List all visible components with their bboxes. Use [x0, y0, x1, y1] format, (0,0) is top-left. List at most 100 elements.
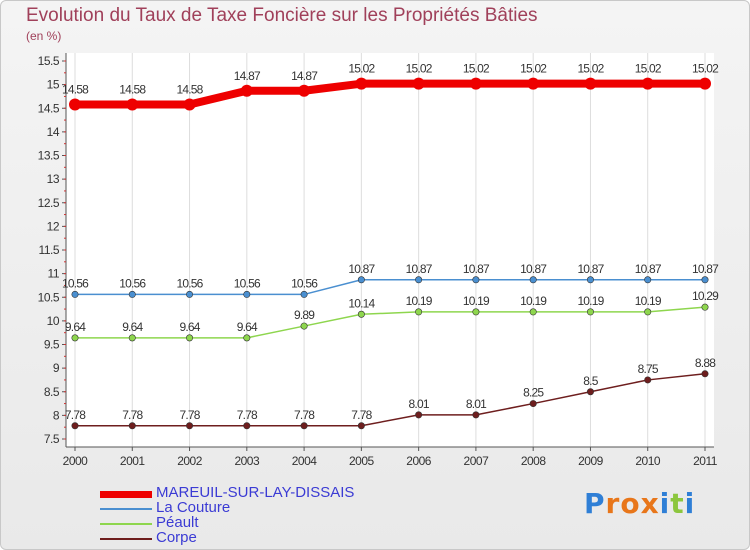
data-point [186, 334, 194, 342]
data-label: 14.87 [291, 69, 318, 83]
data-point [300, 422, 308, 430]
x-tick-label: 2003 [234, 454, 260, 468]
data-point [586, 276, 594, 284]
data-point [415, 276, 423, 284]
data-label: 9.64 [237, 320, 258, 334]
data-point [126, 98, 139, 111]
y-tick-label: 9 [53, 361, 60, 375]
logo-letter: x [640, 487, 660, 520]
data-label: 8.01 [466, 397, 487, 411]
data-label: 10.87 [348, 262, 375, 276]
logo-letter: o [620, 487, 641, 520]
data-point [183, 98, 196, 111]
x-tick-label: 2000 [63, 454, 89, 468]
logo-letter: t [670, 487, 685, 520]
data-point [128, 334, 136, 342]
legend-label: La Couture [156, 499, 231, 516]
y-tick-label: 15 [47, 78, 60, 92]
x-tick-label: 2009 [578, 454, 604, 468]
y-tick-label: 7.5 [44, 432, 60, 446]
x-tick-label: 2004 [292, 454, 318, 468]
data-point [472, 308, 480, 316]
data-point [529, 400, 537, 408]
data-point [469, 77, 482, 90]
data-label: 7.78 [122, 408, 143, 422]
data-point [699, 77, 711, 90]
data-label: 15.02 [520, 62, 547, 76]
logo-letter: i [659, 487, 671, 520]
data-label: 8.01 [409, 397, 430, 411]
data-point [641, 77, 654, 90]
logo-letter: i [684, 487, 696, 520]
y-tick-label: 10.5 [38, 290, 60, 304]
y-tick-label: 11.5 [39, 243, 60, 257]
series-line-2 [74, 306, 706, 339]
data-point [412, 77, 425, 90]
data-point [472, 276, 480, 284]
y-tick-label: 14 [47, 125, 60, 139]
data-label: 14.58 [177, 82, 204, 96]
y-tick-label: 8 [53, 408, 60, 422]
data-point [186, 290, 194, 298]
data-label: 8.25 [523, 386, 544, 400]
data-point [527, 77, 540, 90]
data-label: 10.19 [635, 294, 662, 308]
legend-swatch [100, 523, 152, 525]
y-tick-label: 15.5 [38, 54, 60, 68]
data-label: 10.19 [406, 294, 433, 308]
data-label: 10.87 [406, 262, 433, 276]
x-tick-label: 2006 [406, 454, 432, 468]
y-tick-label: 8.5 [44, 385, 60, 399]
data-label: 7.78 [179, 408, 200, 422]
data-label: 10.56 [291, 276, 318, 290]
data-point [186, 422, 194, 430]
data-label: 8.5 [583, 374, 598, 388]
legend-swatch [100, 491, 152, 498]
legend-swatch [100, 508, 152, 510]
data-label: 10.56 [234, 276, 261, 290]
plot-area [66, 53, 714, 447]
series-line-1 [74, 279, 706, 296]
data-label: 10.56 [119, 276, 146, 290]
series-line-0 [71, 79, 709, 109]
x-tick-label: 2005 [349, 454, 375, 468]
data-label: 10.87 [635, 262, 662, 276]
data-point [586, 308, 594, 316]
x-tick-label: 2002 [177, 454, 203, 468]
data-label: 7.78 [237, 408, 258, 422]
x-tick-label: 2007 [464, 454, 490, 468]
y-tick-label: 12.5 [38, 196, 60, 210]
data-label: 15.02 [406, 62, 433, 76]
data-point [71, 290, 79, 298]
data-label: 15.02 [348, 62, 375, 76]
series-line-3 [74, 373, 706, 427]
data-point [701, 303, 709, 311]
data-point [300, 290, 308, 298]
data-point [128, 290, 136, 298]
data-point [298, 84, 311, 97]
data-point [357, 422, 365, 430]
data-point [243, 422, 251, 430]
data-label: 9.64 [65, 320, 86, 334]
data-label: 8.88 [695, 356, 716, 370]
chart-title: Evolution du Taux de Taxe Foncière sur l… [26, 5, 538, 26]
data-label: 10.56 [62, 276, 89, 290]
data-label: 10.87 [692, 262, 719, 276]
data-label: 7.78 [294, 408, 315, 422]
y-tick-label: 9.5 [44, 338, 60, 352]
y-tick-label: 12 [47, 219, 60, 233]
data-label: 10.87 [520, 262, 547, 276]
data-point [355, 77, 368, 90]
y-tick-label: 10 [47, 314, 60, 328]
logo-letter: r [605, 487, 621, 520]
data-point [69, 98, 81, 111]
data-point [415, 411, 423, 419]
data-point [415, 308, 423, 316]
data-label: 7.78 [65, 408, 86, 422]
x-tick-label: 2008 [521, 454, 547, 468]
y-tick-label: 14.5 [38, 101, 60, 115]
data-point [644, 308, 652, 316]
data-point [357, 310, 365, 318]
data-label: 7.78 [351, 408, 372, 422]
